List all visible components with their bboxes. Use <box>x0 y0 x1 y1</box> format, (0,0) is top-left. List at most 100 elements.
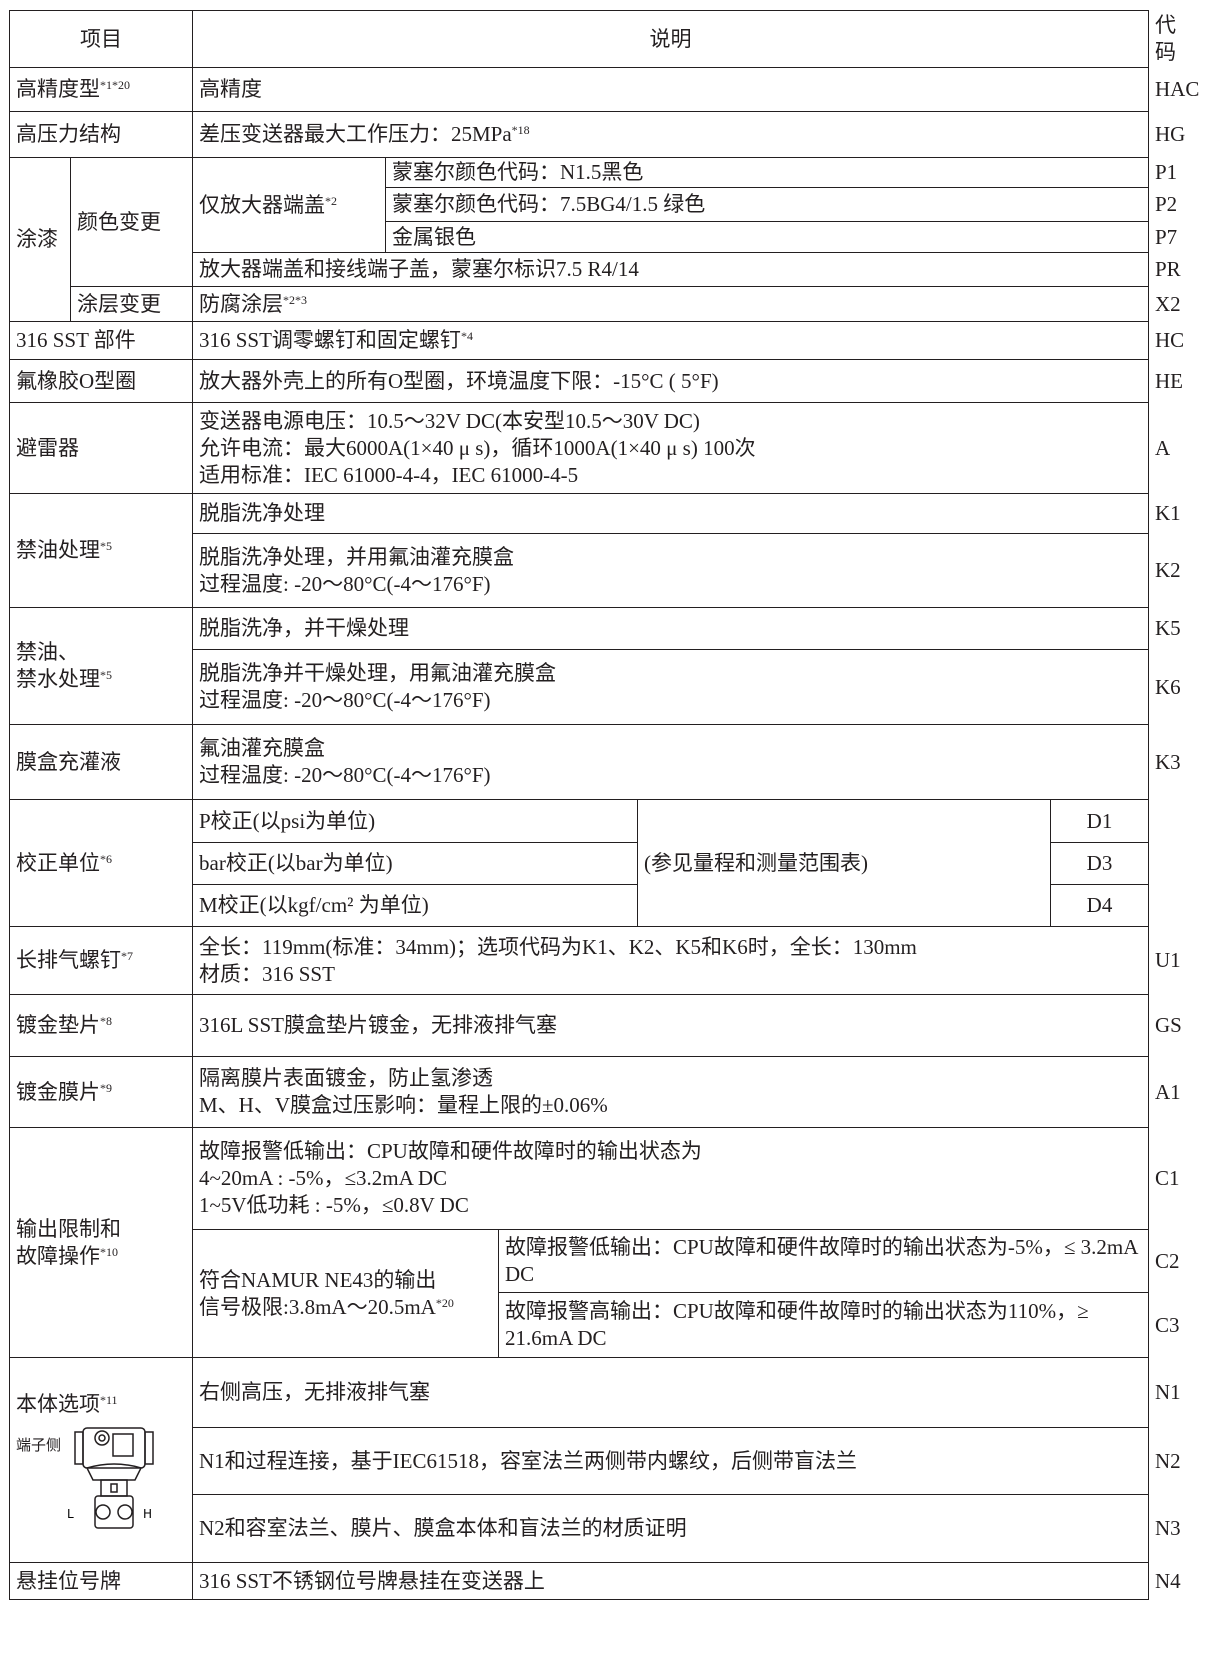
desc-cell: 脱脂洗净处理 <box>192 493 1149 534</box>
item-label: 输出限制和 故障操作 <box>16 1216 121 1268</box>
desc-group-cell: 仅放大器端盖*2 <box>192 157 386 253</box>
desc-cell: 316 SST调零螺钉和固定螺钉*4 <box>192 321 1149 360</box>
table-row: 符合NAMUR NE43的输出 信号极限:3.8mA～20.5mA*20 故障报… <box>10 1229 1180 1358</box>
desc-cell: 氟油灌充膜盒 过程温度: -20～80°C(-4～176°F) <box>192 724 1149 800</box>
desc-cell: 高精度 <box>192 67 1149 112</box>
desc-cell: 右侧高压，无排液排气塞 <box>192 1357 1149 1428</box>
footnote: *18 <box>511 123 530 137</box>
desc-cell: 蒙塞尔颜色代码：N1.5黑色 <box>385 157 1149 188</box>
table-row: 高压力结构 差压变送器最大工作压力：25MPa*18 HG <box>9 111 1185 158</box>
table-row: 膜盒充灌液 氟油灌充膜盒 过程温度: -20～80°C(-4～176°F) K3 <box>9 724 1181 800</box>
item-cell: 高精度型*1*20 <box>9 67 193 112</box>
desc-cell: 差压变送器最大工作压力：25MPa*18 <box>192 111 1149 158</box>
item-cell: 316 SST 部件 <box>9 321 193 360</box>
desc-cell: 变送器电源电压：10.5～32V DC(本安型10.5～30V DC) 允许电流… <box>192 402 1149 494</box>
table-row: bar校正(以bar为单位) D3 <box>10 842 1149 885</box>
desc-text: 防腐涂层 <box>199 291 283 316</box>
high-side-label: H <box>143 1507 152 1521</box>
code-cell: D4 <box>1050 884 1149 927</box>
item-label: 镀金膜片 <box>16 1079 100 1104</box>
item-cell: 禁油、 禁水处理*5 <box>9 607 193 725</box>
footnote: *2*3 <box>283 292 307 307</box>
desc-cell: P校正(以psi为单位) <box>192 799 638 843</box>
table-row: 氟橡胶O型圈 放大器外壳上的所有O型圈，环境温度下限：-15°C ( 5°F) … <box>9 359 1183 403</box>
table-row: 悬挂位号牌 316 SST不锈钢位号牌悬挂在变送器上 N4 <box>9 1562 1181 1600</box>
footnote: *9 <box>100 1080 112 1095</box>
desc-cell: 隔离膜片表面镀金，防止氢渗透 M、H、V膜盒过压影响：量程上限的±0.06% <box>192 1056 1149 1128</box>
footnote: *7 <box>121 949 133 963</box>
table-row: 蒙塞尔颜色代码：7.5BG4/1.5 绿色 P2 <box>10 187 1177 222</box>
item-cell: 镀金膜片*9 <box>9 1056 193 1128</box>
desc-cell: N1和过程连接，基于IEC61518，容室法兰两侧带内螺纹，后侧带盲法兰 <box>192 1426 1149 1496</box>
subitem-cell: 涂层变更 <box>70 286 193 322</box>
item-label: 禁油处理 <box>16 538 100 562</box>
item-cell: 膜盒充灌液 <box>9 724 193 800</box>
footnote: *10 <box>100 1244 118 1259</box>
item-label: 镀金垫片 <box>16 1013 100 1037</box>
footnote: *5 <box>100 539 112 553</box>
table-row: M校正(以kgf/cm² 为单位) D4 <box>10 884 1149 927</box>
item-cell: 悬挂位号牌 <box>9 1562 193 1600</box>
table-row: 禁油、 禁水处理*5 脱脂洗净，并干燥处理 K5 <box>9 607 1181 725</box>
desc-cell: 故障报警低输出：CPU故障和硬件故障时的输出状态为 4~20mA : -5%，≤… <box>192 1127 1149 1230</box>
desc-text: 符合NAMUR NE43的输出 信号极限:3.8mA～20.5mA <box>199 1267 437 1319</box>
desc-cell: 金属银色 <box>385 221 1149 253</box>
table-row: 涂漆 颜色变更 仅放大器端盖*2 蒙塞尔颜色代码：N1.5黑色 P1 <box>9 157 1177 322</box>
header-row: 项目 说明 代码 <box>9 10 1176 68</box>
table-row: N1和过程连接，基于IEC61518，容室法兰两侧带内螺纹，后侧带盲法兰 N2 <box>10 1426 1181 1496</box>
desc-text: 316 SST调零螺钉和固定螺钉 <box>199 328 461 352</box>
desc-cell: bar校正(以bar为单位) <box>192 842 638 885</box>
item-cell: 高压力结构 <box>9 111 193 158</box>
table-row: 脱脂洗净处理，并用氟油灌充膜盒 过程温度: -20～80°C(-4～176°F)… <box>10 533 1181 608</box>
note-cell: (参见量程和测量范围表) <box>637 799 1051 927</box>
transmitter-figure: 端子侧 L H <box>16 1424 186 1534</box>
desc-cell: 脱脂洗净，并干燥处理 <box>192 607 1149 650</box>
desc-cell: 316 SST不锈钢位号牌悬挂在变送器上 <box>192 1562 1149 1600</box>
table-row: 避雷器 变送器电源电压：10.5～32V DC(本安型10.5～30V DC) … <box>9 402 1170 494</box>
table-row: 故障报警高输出：CPU故障和硬件故障时的输出状态为110%，≥ 21.6mA D… <box>10 1292 1180 1358</box>
low-side-label: L <box>67 1507 74 1521</box>
item-cell: 本体选项*11 端子侧 L H <box>9 1357 193 1563</box>
table-row: 输出限制和 故障操作*10 故障报警低输出：CPU故障和硬件故障时的输出状态为 … <box>9 1127 1180 1358</box>
header-desc: 说明 <box>192 10 1149 68</box>
table-row: 涂层变更 防腐涂层*2*3 X2 <box>10 286 1181 322</box>
subitem-cell: 颜色变更 <box>70 157 193 287</box>
code-cell: D3 <box>1050 842 1149 885</box>
desc-cell: 脱脂洗净并干燥处理，用氟油灌充膜盒 过程温度: -20～80°C(-4～176°… <box>192 649 1149 725</box>
desc-cell: 故障报警高输出：CPU故障和硬件故障时的输出状态为110%，≥ 21.6mA D… <box>498 1292 1149 1358</box>
table-row: 放大器端盖和接线端子盖，蒙塞尔标识7.5 R4/14 PR <box>10 252 1181 287</box>
item-label: 本体选项 <box>16 1392 100 1416</box>
header-item: 项目 <box>9 10 193 68</box>
table-row: 长排气螺钉*7 全长：119mm(标准：34mm)；选项代码为K1、K2、K5和… <box>9 926 1181 995</box>
footnote: *4 <box>460 329 473 343</box>
table-row: 镀金膜片*9 隔离膜片表面镀金，防止氢渗透 M、H、V膜盒过压影响：量程上限的±… <box>9 1056 1181 1128</box>
table-row: 高精度型*1*20 高精度 HAC <box>9 67 1199 112</box>
item-cell: 长排气螺钉*7 <box>9 926 193 995</box>
table-row: 316 SST 部件 316 SST调零螺钉和固定螺钉*4 HC <box>9 321 1184 360</box>
item-label: 长排气螺钉 <box>16 948 121 972</box>
desc-group-cell: 符合NAMUR NE43的输出 信号极限:3.8mA～20.5mA*20 <box>192 1229 499 1358</box>
desc-text: 差压变送器最大工作压力：25MPa <box>199 122 512 146</box>
terminal-side-label: 端子侧 <box>16 1436 62 1454</box>
table-row: 本体选项*11 端子侧 L H 右侧高压，无排液排气塞 N1 <box>9 1357 1181 1563</box>
desc-cell: 316L SST膜盒垫片镀金，无排液排气塞 <box>192 994 1149 1057</box>
item-cell: 输出限制和 故障操作*10 <box>9 1127 193 1358</box>
desc-cell: M校正(以kgf/cm² 为单位) <box>192 884 638 927</box>
desc-cell: 防腐涂层*2*3 <box>192 286 1149 322</box>
desc-cell: 故障报警低输出：CPU故障和硬件故障时的输出状态为-5%，≤ 3.2mA DC <box>498 1229 1149 1293</box>
item-label: 高精度型 <box>16 77 100 101</box>
transmitter-icon: L H <box>67 1427 154 1529</box>
options-table: 项目 说明 代码 高精度型*1*20 高精度 HAC 高压力结构 差压变送器最大… <box>9 10 1199 1600</box>
table-row: 镀金垫片*8 316L SST膜盒垫片镀金，无排液排气塞 GS <box>9 994 1182 1057</box>
footnote: *1*20 <box>100 78 130 92</box>
desc-cell: 蒙塞尔颜色代码：7.5BG4/1.5 绿色 <box>385 187 1149 222</box>
footnote: *20 <box>435 1295 454 1310</box>
table-row: 脱脂洗净并干燥处理，用氟油灌充膜盒 过程温度: -20～80°C(-4～176°… <box>10 649 1181 725</box>
table-row: 校正单位*6 P校正(以psi为单位) (参见量程和测量范围表) D1 <box>9 799 1149 927</box>
desc-cell: 脱脂洗净处理，并用氟油灌充膜盒 过程温度: -20～80°C(-4～176°F) <box>192 533 1149 608</box>
table-row: 金属银色 P7 <box>10 221 1177 253</box>
desc-cell: N2和容室法兰、膜片、膜盒本体和盲法兰的材质证明 <box>192 1494 1149 1563</box>
desc-cell: 放大器外壳上的所有O型圈，环境温度下限：-15°C ( 5°F) <box>192 359 1149 403</box>
item-cell: 氟橡胶O型圈 <box>9 359 193 403</box>
desc-cell: 全长：119mm(标准：34mm)；选项代码为K1、K2、K5和K6时，全长：1… <box>192 926 1149 995</box>
